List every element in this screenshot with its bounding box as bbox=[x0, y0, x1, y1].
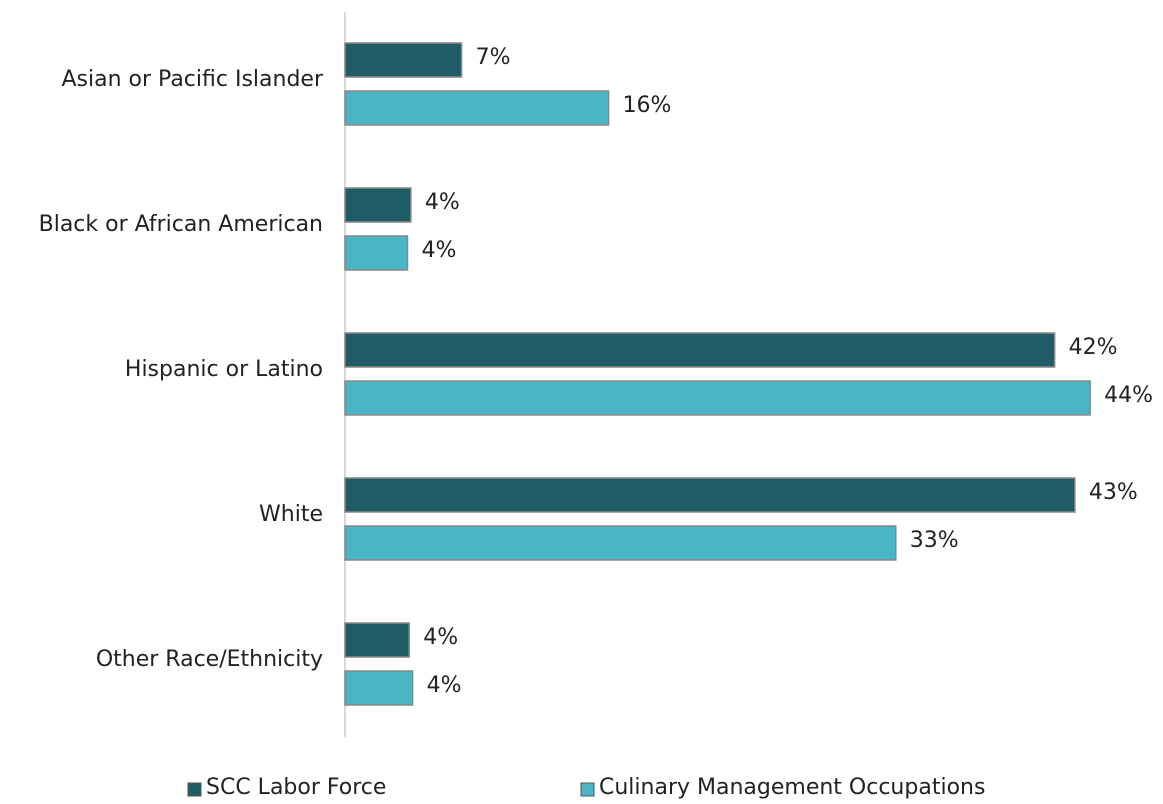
data-label: 4% bbox=[425, 190, 460, 215]
data-label: 43% bbox=[1089, 480, 1138, 505]
bar bbox=[344, 42, 463, 78]
legend-label: Culinary Management Occupations bbox=[599, 775, 985, 800]
bar bbox=[344, 332, 1056, 368]
legend-swatch bbox=[187, 782, 202, 797]
bar bbox=[344, 90, 610, 126]
data-label: 16% bbox=[623, 93, 672, 118]
data-label: 4% bbox=[422, 238, 457, 263]
data-label: 4% bbox=[427, 673, 462, 698]
bar bbox=[344, 622, 410, 658]
legend-swatch bbox=[580, 782, 595, 797]
category-label: Asian or Pacific Islander bbox=[62, 67, 324, 92]
data-label: 7% bbox=[476, 45, 511, 70]
bar bbox=[344, 670, 414, 706]
category-label: Other Race/Ethnicity bbox=[96, 647, 323, 672]
bar bbox=[344, 187, 412, 223]
category-label: Hispanic or Latino bbox=[125, 357, 323, 382]
data-label: 4% bbox=[423, 625, 458, 650]
data-label: 42% bbox=[1069, 335, 1118, 360]
bar bbox=[344, 477, 1076, 513]
bar bbox=[344, 380, 1091, 416]
category-label: White bbox=[259, 502, 323, 527]
category-label: Black or African American bbox=[39, 212, 323, 237]
bar bbox=[344, 525, 897, 561]
legend-label: SCC Labor Force bbox=[206, 775, 386, 800]
bar bbox=[344, 235, 409, 271]
data-label: 33% bbox=[910, 528, 959, 553]
data-label: 44% bbox=[1104, 383, 1153, 408]
